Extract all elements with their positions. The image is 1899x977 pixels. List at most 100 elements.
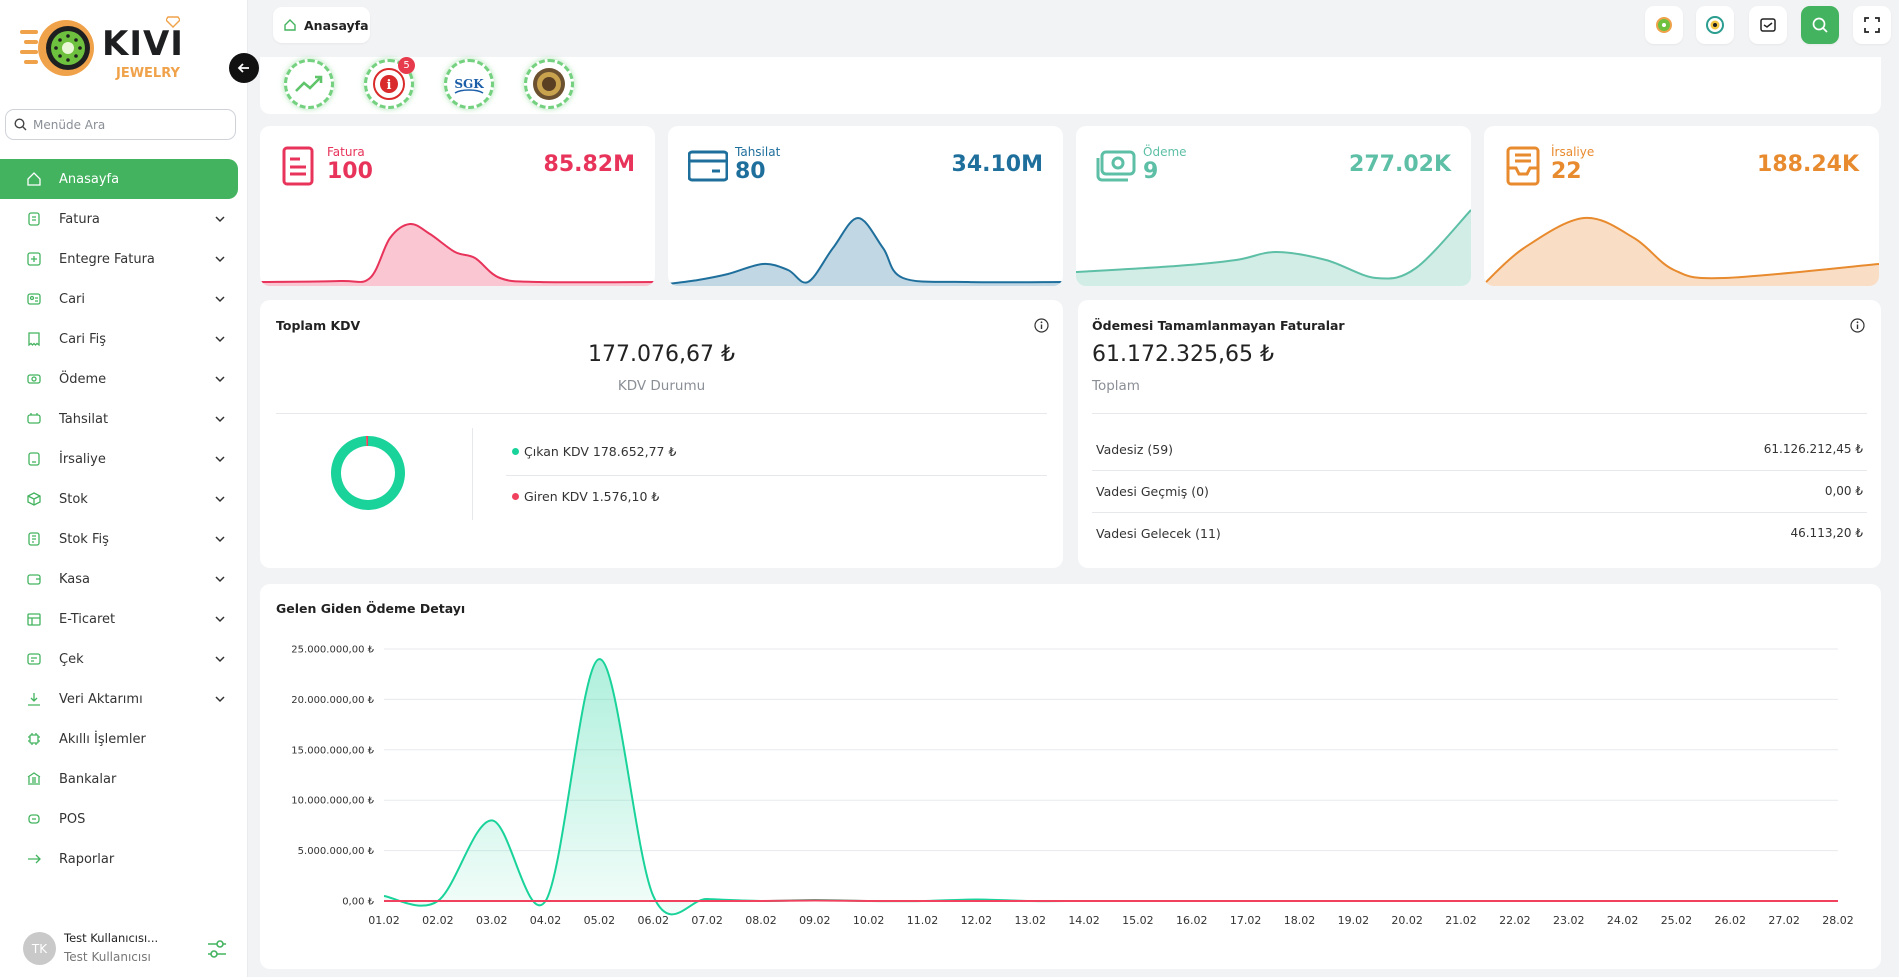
box-icon — [26, 491, 42, 507]
unpaid-invoices-panel: Ödemesi Tamamlanmayan Faturalar 61.172.3… — [1078, 300, 1881, 568]
sidebar-item--ek[interactable]: Çek — [0, 639, 239, 679]
chevron-down-icon[interactable] — [213, 692, 227, 706]
sidebar-item-veri-aktar-m-[interactable]: Veri Aktarımı — [0, 679, 239, 719]
sidebar-item-anasayfa[interactable]: Anasayfa — [0, 159, 238, 199]
x-tick-label: 08.02 — [745, 914, 777, 927]
messages-button[interactable] — [1749, 6, 1787, 44]
sidebar-item-label: Bankalar — [59, 771, 117, 787]
divider — [472, 428, 473, 520]
tab-home[interactable]: Anasayfa — [273, 7, 370, 43]
chevron-down-icon[interactable] — [213, 332, 227, 346]
stat-amount: 34.10M — [951, 152, 1043, 177]
sidebar-item-entegre-fatura[interactable]: Entegre Fatura — [0, 239, 239, 279]
pos-icon — [26, 811, 42, 827]
divider — [506, 475, 1047, 476]
shortcut-bar: i 5 SGK — [260, 57, 1881, 114]
stat-label: İrsaliye — [1551, 145, 1595, 159]
legend-giren-kdv: Giren KDV 1.576,10 ₺ — [512, 489, 659, 504]
kdv-title: Toplam KDV — [276, 318, 361, 333]
stat-card-invoice[interactable]: Fatura 100 85.82M — [260, 126, 655, 286]
donut-slice-1[interactable] — [365, 436, 368, 447]
info-icon[interactable] — [1034, 318, 1049, 333]
shortcut-trend[interactable] — [284, 59, 334, 109]
sidebar-item-i-rsaliye[interactable]: İrsaliye — [0, 439, 239, 479]
info-icon[interactable] — [1850, 318, 1865, 333]
stat-card-collection[interactable]: Tahsilat 80 34.10M — [668, 126, 1063, 286]
chevron-down-icon[interactable] — [213, 572, 227, 586]
sidebar-item-label: Tahsilat — [59, 411, 109, 427]
legend-label: Giren KDV 1.576,10 ₺ — [524, 489, 660, 504]
inbox-icon — [1506, 146, 1540, 186]
shortcut-emblem[interactable] — [524, 59, 574, 109]
sidebar-item-cari-fi-[interactable]: Cari Fiş — [0, 319, 239, 359]
sliders-icon[interactable] — [206, 938, 228, 960]
sidebar-item-e-ticaret[interactable]: E-Ticaret — [0, 599, 239, 639]
donut-slice-0[interactable] — [330, 436, 405, 510]
sidebar-item-bankalar[interactable]: Bankalar — [0, 759, 239, 799]
chevron-down-icon[interactable] — [213, 252, 227, 266]
x-tick-label: 09.02 — [799, 914, 831, 927]
collection-icon — [26, 411, 42, 427]
avatar[interactable]: TK — [23, 932, 56, 965]
chevron-down-icon[interactable] — [213, 212, 227, 226]
chevron-down-icon[interactable] — [213, 612, 227, 626]
chevron-down-icon[interactable] — [213, 492, 227, 506]
chevron-down-icon[interactable] — [213, 532, 227, 546]
brand-logo[interactable]: KIVI JEWELRY — [20, 16, 210, 84]
chevron-down-icon[interactable] — [213, 452, 227, 466]
chevron-down-icon[interactable] — [213, 372, 227, 386]
chevron-down-icon[interactable] — [213, 652, 227, 666]
user-box[interactable]: TK Test Kullanıcısı... Test Kullanıcısı — [0, 925, 248, 975]
sidebar-item-tahsilat[interactable]: Tahsilat — [0, 399, 239, 439]
x-tick-label: 28.02 — [1822, 914, 1854, 927]
sidebar-nav: Anasayfa Fatura Entegre Fatura Cari Cari Fiş… — [0, 159, 248, 879]
x-tick-label: 22.02 — [1499, 914, 1531, 927]
sidebar-item-label: POS — [59, 811, 86, 827]
row-label: Vadesi Geçmiş (0) — [1096, 484, 1209, 499]
chevron-down-icon[interactable] — [213, 292, 227, 306]
sidebar-item-ak-ll-i-lemler[interactable]: Akıllı İşlemler — [0, 719, 239, 759]
sidebar-item-label: E-Ticaret — [59, 611, 116, 627]
sidebar-item-stok[interactable]: Stok — [0, 479, 239, 519]
home-icon — [26, 171, 42, 187]
sidebar-item-cari[interactable]: Cari — [0, 279, 239, 319]
collapse-sidebar-button[interactable] — [229, 53, 259, 83]
row-value: 46.113,20 ₺ — [1790, 526, 1863, 540]
sidebar-item-label: Fatura — [59, 211, 100, 227]
stat-sparkline — [260, 222, 655, 286]
stat-label: Ödeme — [1143, 145, 1187, 159]
cash-icon — [1096, 150, 1136, 182]
sidebar-item-raporlar[interactable]: Raporlar — [0, 839, 239, 879]
sidebar-item-pos[interactable]: POS — [0, 799, 239, 839]
menu-search-input[interactable] — [33, 117, 223, 132]
sidebar-item-kasa[interactable]: Kasa — [0, 559, 239, 599]
stat-card-payment[interactable]: Ödeme 9 277.02K — [1076, 126, 1471, 286]
x-tick-label: 23.02 — [1553, 914, 1585, 927]
sidebar-item-label: Entegre Fatura — [59, 251, 155, 267]
row-value: 61.126.212,45 ₺ — [1763, 442, 1863, 456]
legend-label: Çıkan KDV 178.652,77 ₺ — [524, 444, 677, 459]
kdv-total: 177.076,67 ₺ — [588, 342, 735, 367]
x-tick-label: 16.02 — [1176, 914, 1208, 927]
svg-text:i: i — [387, 78, 392, 93]
svg-text:SGK: SGK — [454, 77, 484, 91]
trend-chart-icon — [295, 75, 323, 92]
sidebar-item-fatura[interactable]: Fatura — [0, 199, 239, 239]
y-tick-label: 20.000.000,00 ₺ — [291, 695, 374, 706]
x-tick-label: 27.02 — [1768, 914, 1800, 927]
global-search-button[interactable] — [1801, 6, 1839, 44]
sidebar-item-label: Akıllı İşlemler — [59, 731, 146, 747]
shortcut-gib[interactable]: i 5 — [364, 57, 415, 109]
x-tick-label: 11.02 — [907, 914, 939, 927]
y-tick-label: 15.000.000,00 ₺ — [291, 745, 374, 756]
target-app-button[interactable] — [1696, 6, 1734, 44]
stat-card-waybill[interactable]: İrsaliye 22 188.24K — [1484, 126, 1879, 286]
fullscreen-button[interactable] — [1853, 6, 1891, 44]
sidebar-item-stok-fi-[interactable]: Stok Fiş — [0, 519, 239, 559]
shortcut-sgk[interactable]: SGK — [444, 59, 494, 109]
stat-label: Tahsilat — [735, 145, 781, 159]
sidebar-item--deme[interactable]: Ödeme — [0, 359, 239, 399]
kiwi-app-button[interactable] — [1645, 6, 1683, 44]
chevron-down-icon[interactable] — [213, 412, 227, 426]
menu-search[interactable] — [5, 109, 236, 140]
